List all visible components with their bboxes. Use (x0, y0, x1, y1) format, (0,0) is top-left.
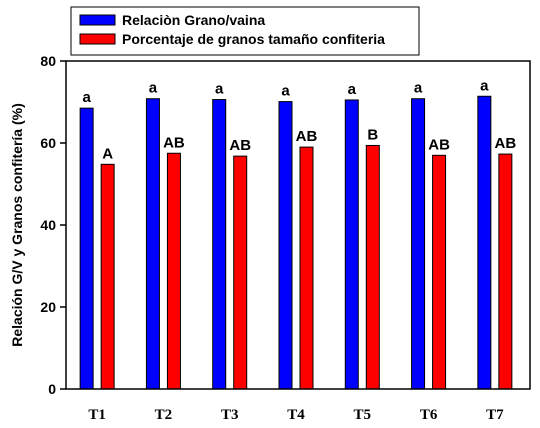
y-ticks: 0 20 40 60 80 (40, 53, 66, 397)
bar-significance-label: a (348, 81, 357, 98)
x-tick-label: T3 (221, 407, 239, 423)
bar-confiteria (299, 146, 314, 390)
y-tick-label: 0 (48, 381, 56, 397)
y-axis-label: Relación G/V y Granos confitería (%) (9, 103, 25, 347)
legend-swatch-confiteria (79, 33, 116, 45)
bar-confiteria (365, 144, 380, 390)
bar-confiteria (432, 154, 447, 390)
x-tick-label: T4 (287, 407, 305, 423)
bar-significance-label: a (414, 80, 423, 97)
x-ticks: T1 T2 T3 T4 T5 T6 T7 (88, 407, 504, 423)
bar-significance-label: a (480, 77, 489, 94)
y-tick-label: 20 (40, 299, 56, 315)
bar-grano-vaina (477, 95, 492, 390)
legend-swatch-grano-vaina (79, 14, 116, 26)
bar-confiteria (100, 163, 115, 390)
bar-grano-vaina (212, 99, 227, 390)
legend: Relaciòn Grano/vaina Porcentaje de grano… (70, 6, 420, 56)
x-tick-label: T7 (486, 407, 504, 423)
legend-label-grano-vaina: Relaciòn Grano/vaina (122, 12, 265, 28)
plot-frame (65, 60, 531, 390)
y-tick-label: 60 (40, 135, 56, 151)
bar-significance-label: AB (428, 136, 450, 153)
bar-significance-label: AB (229, 137, 251, 154)
bar-grano-vaina (79, 107, 94, 390)
bar-significance-label: AB (163, 134, 185, 151)
x-tick-label: T6 (420, 407, 438, 423)
x-tick-label: T5 (354, 407, 372, 423)
bar-confiteria (233, 155, 248, 390)
legend-box (70, 6, 420, 56)
bar-grano-vaina (278, 101, 293, 390)
bar-significance-label: AB (296, 128, 318, 145)
bar-grano-vaina (344, 99, 359, 390)
bar-annotations: a Aa AB a AB a AB a Ba AB a AB (82, 77, 516, 162)
bar-significance-label: a (149, 80, 158, 97)
x-tick-label: T1 (88, 407, 106, 423)
bar-confiteria (166, 152, 181, 390)
y-tick-label: 80 (40, 53, 56, 69)
axes-group (65, 60, 531, 390)
bar-significance-label: a (82, 89, 91, 106)
bar-significance-label: AB (495, 135, 517, 152)
bar-significance-label: a (215, 81, 224, 98)
bar-significance-label: A (102, 145, 113, 162)
bar-grano-vaina (411, 98, 426, 390)
y-tick-label: 40 (40, 217, 56, 233)
legend-label-confiteria: Porcentaje de granos tamaño confiteria (122, 31, 385, 47)
bar-grano-vaina (145, 98, 160, 390)
bar-significance-label: B (367, 126, 378, 143)
bar-confiteria (498, 153, 513, 390)
bar-significance-label: a (281, 83, 290, 100)
x-tick-label: T2 (155, 407, 173, 423)
